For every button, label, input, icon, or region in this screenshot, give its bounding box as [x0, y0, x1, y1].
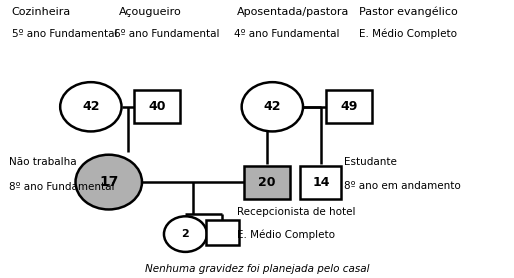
- Text: Nenhuma gravidez foi planejada pelo casal: Nenhuma gravidez foi planejada pelo casa…: [145, 264, 369, 274]
- FancyBboxPatch shape: [206, 220, 239, 245]
- Text: Estudante: Estudante: [344, 157, 397, 167]
- Text: 20: 20: [259, 176, 276, 188]
- Ellipse shape: [76, 155, 142, 209]
- Ellipse shape: [60, 82, 121, 131]
- Text: 40: 40: [149, 100, 166, 113]
- Text: 8º ano em andamento: 8º ano em andamento: [344, 181, 461, 191]
- FancyBboxPatch shape: [244, 166, 290, 198]
- Ellipse shape: [164, 216, 207, 252]
- Text: E. Médio Completo: E. Médio Completo: [359, 29, 457, 39]
- Text: 6º ano Fundamental: 6º ano Fundamental: [114, 29, 219, 39]
- Text: 42: 42: [82, 100, 100, 113]
- FancyBboxPatch shape: [134, 90, 180, 123]
- Text: E. Médio Completo: E. Médio Completo: [236, 230, 335, 240]
- Text: 2: 2: [181, 229, 189, 239]
- Text: Pastor evangélico: Pastor evangélico: [359, 7, 458, 17]
- Text: 14: 14: [312, 176, 329, 188]
- Text: 8º ano Fundamental: 8º ano Fundamental: [9, 182, 115, 192]
- Text: Açougueiro: Açougueiro: [119, 7, 182, 17]
- Text: 42: 42: [264, 100, 281, 113]
- Text: 4º ano Fundamental: 4º ano Fundamental: [234, 29, 339, 39]
- Text: 5º ano Fundamental: 5º ano Fundamental: [12, 29, 117, 39]
- Text: Recepcionista de hotel: Recepcionista de hotel: [236, 207, 355, 217]
- FancyBboxPatch shape: [326, 90, 372, 123]
- Text: Aposentada/pastora: Aposentada/pastora: [236, 7, 349, 17]
- Text: Não trabalha: Não trabalha: [9, 157, 77, 167]
- Text: 49: 49: [340, 100, 358, 113]
- Text: Cozinheira: Cozinheira: [12, 7, 71, 17]
- FancyBboxPatch shape: [301, 166, 341, 198]
- Text: 17: 17: [99, 175, 118, 189]
- Ellipse shape: [242, 82, 303, 131]
